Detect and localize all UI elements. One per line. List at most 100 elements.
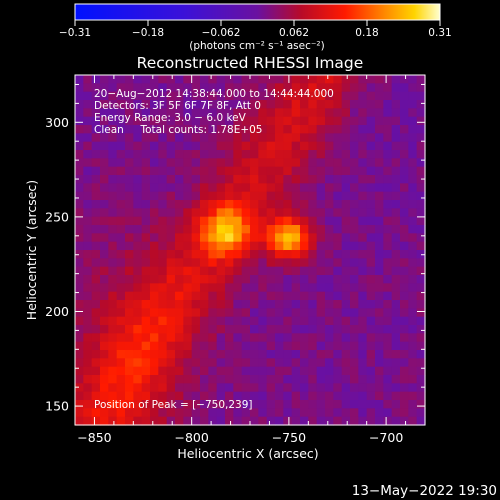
heatmap-pixel: [400, 216, 409, 226]
heatmap-pixel: [175, 216, 184, 226]
heatmap-pixel: [166, 175, 176, 184]
heatmap-pixel: [358, 416, 368, 426]
heatmap-pixel: [191, 266, 201, 276]
heatmap-pixel: [375, 233, 384, 243]
heatmap-pixel: [116, 83, 126, 93]
heatmap-pixel: [108, 241, 118, 251]
heatmap-pixel: [216, 316, 226, 326]
heatmap-pixel: [83, 408, 93, 418]
heatmap-pixel: [366, 383, 376, 393]
heatmap-pixel: [266, 125, 276, 134]
heatmap-pixel: [266, 241, 276, 251]
heatmap-pixel: [258, 141, 268, 151]
heatmap-pixel: [183, 150, 193, 159]
heatmap-pixel: [233, 133, 243, 143]
heatmap-pixel: [225, 100, 234, 109]
heatmap-pixel: [266, 300, 276, 309]
heatmap-pixel: [400, 75, 409, 84]
heatmap-pixel: [208, 233, 218, 243]
heatmap-pixel: [258, 316, 268, 326]
heatmap-pixel: [250, 241, 259, 251]
heatmap-pixel: [416, 408, 426, 418]
heatmap-pixel: [275, 416, 284, 426]
heatmap-pixel: [216, 383, 226, 393]
heatmap-pixel: [283, 375, 293, 384]
heatmap-pixel: [408, 191, 418, 201]
heatmap-pixel: [333, 375, 343, 384]
heatmap-pixel: [358, 200, 368, 209]
heatmap-pixel: [275, 383, 284, 393]
heatmap-pixel: [91, 391, 101, 401]
heatmap-pixel: [216, 216, 226, 226]
heatmap-pixel: [291, 100, 301, 109]
heatmap-pixel: [108, 166, 118, 176]
heatmap-pixel: [116, 216, 126, 226]
heatmap-pixel: [191, 275, 201, 284]
heatmap-pixel: [325, 158, 334, 168]
heatmap-pixel: [175, 83, 184, 93]
heatmap-pixel: [200, 108, 209, 118]
heatmap-pixel: [216, 116, 226, 126]
heatmap-pixel: [400, 341, 409, 351]
heatmap-pixel: [366, 166, 376, 176]
heatmap-pixel: [141, 391, 151, 401]
heatmap-pixel: [350, 133, 359, 143]
heatmap-pixel: [83, 175, 93, 184]
heatmap-pixel: [100, 75, 109, 84]
heatmap-pixel: [375, 275, 384, 284]
heatmap-pixel: [91, 308, 101, 318]
heatmap-pixel: [100, 325, 109, 334]
heatmap-pixel: [83, 166, 93, 176]
heatmap-pixel: [391, 158, 401, 168]
heatmap-pixel: [141, 233, 151, 243]
heatmap-pixel: [325, 191, 334, 201]
heatmap-pixel: [83, 191, 93, 201]
heatmap-pixel: [225, 175, 234, 184]
heatmap-pixel: [233, 200, 243, 209]
heatmap-pixel: [166, 125, 176, 134]
heatmap-pixel: [191, 416, 201, 426]
heatmap-pixel: [108, 133, 118, 143]
heatmap-pixel: [350, 191, 359, 201]
heatmap-pixel: [125, 291, 134, 301]
heatmap-pixel: [416, 316, 426, 326]
heatmap-pixel: [350, 91, 359, 101]
heatmap-pixel: [200, 116, 209, 126]
heatmap-pixel: [391, 358, 401, 368]
heatmap-pixel: [350, 225, 359, 234]
heatmap-pixel: [208, 116, 218, 126]
heatmap-pixel: [341, 366, 351, 376]
heatmap-pixel: [400, 158, 409, 168]
heatmap-pixel: [258, 225, 268, 234]
heatmap-pixel: [133, 191, 143, 201]
heatmap-pixel: [300, 83, 309, 93]
heatmap-pixel: [241, 383, 251, 393]
heatmap-pixel: [391, 375, 401, 384]
heatmap-pixel: [325, 116, 334, 126]
heatmap-pixel: [416, 266, 426, 276]
heatmap-pixel: [258, 291, 268, 301]
heatmap-pixel: [133, 341, 143, 351]
heatmap-pixel: [125, 125, 134, 134]
heatmap-pixel: [341, 400, 351, 409]
heatmap-pixel: [208, 91, 218, 101]
heatmap-pixel: [258, 325, 268, 334]
heatmap-pixel: [75, 308, 84, 318]
heatmap-pixel: [216, 358, 226, 368]
heatmap-pixel: [283, 208, 293, 218]
heatmap-pixel: [333, 175, 343, 184]
heatmap-pixel: [275, 300, 284, 309]
heatmap-pixel: [316, 391, 326, 401]
heatmap-pixel: [375, 141, 384, 151]
heatmap-pixel: [175, 233, 184, 243]
heatmap-pixel: [108, 258, 118, 268]
heatmap-pixel: [291, 308, 301, 318]
heatmap-pixel: [91, 275, 101, 284]
heatmap-pixel: [100, 308, 109, 318]
heatmap-pixel: [225, 183, 234, 193]
heatmap-pixel: [291, 391, 301, 401]
heatmap-pixel: [266, 166, 276, 176]
heatmap-pixel: [308, 141, 318, 151]
heatmap-pixel: [216, 133, 226, 143]
heatmap-pixel: [150, 166, 159, 176]
